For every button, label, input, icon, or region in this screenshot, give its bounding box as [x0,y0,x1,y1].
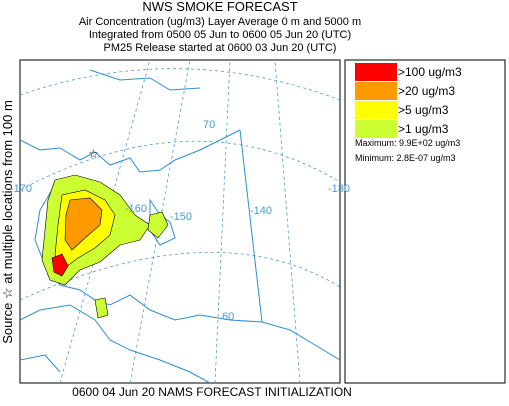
grid-label: -160 [125,203,147,215]
legend-label: >1 ug/m3 [398,122,449,136]
legend: >100 ug/m3 >20 ug/m3 >5 ug/m3 >1 ug/m3 Maxim… [344,59,506,384]
subtitle: Integrated from 0500 05 Jun to 0600 05 J… [89,29,351,41]
legend-label: >5 ug/m3 [398,103,449,117]
source-star: ☆ [88,147,99,161]
legend-swatch [355,120,397,138]
smoke-plume [41,174,169,319]
legend-label: >100 ug/m3 [398,65,462,79]
side-label: Source ☆ at multiple locations from 100 … [0,100,15,344]
grid-label: 70 [203,119,215,131]
maximum: Maximum: 9.9E+02 ug/m3 [355,138,460,148]
legend-swatch [355,82,397,100]
subtitle: Air Concentration (ug/m3) Layer Average … [79,16,361,28]
map: ☆ [19,59,341,384]
grid-label: -130 [328,183,350,195]
subtitle: PM25 Release started at 0600 03 Jun 20 (… [104,42,337,54]
grid-label: -170 [10,183,32,195]
title: NWS SMOKE FORECAST [142,0,297,14]
grid-label: 60 [222,311,234,323]
legend-label: >20 ug/m3 [398,84,455,98]
legend-swatch [355,101,397,119]
legend-swatch [355,63,397,81]
footer: 0600 04 Jun 20 NAMS FORECAST INITIALIZAT… [72,385,352,399]
minimum: Minimum: 2.8E-07 ug/m3 [355,153,456,163]
grid-label: -140 [250,205,272,217]
grid-label: -150 [170,211,192,223]
